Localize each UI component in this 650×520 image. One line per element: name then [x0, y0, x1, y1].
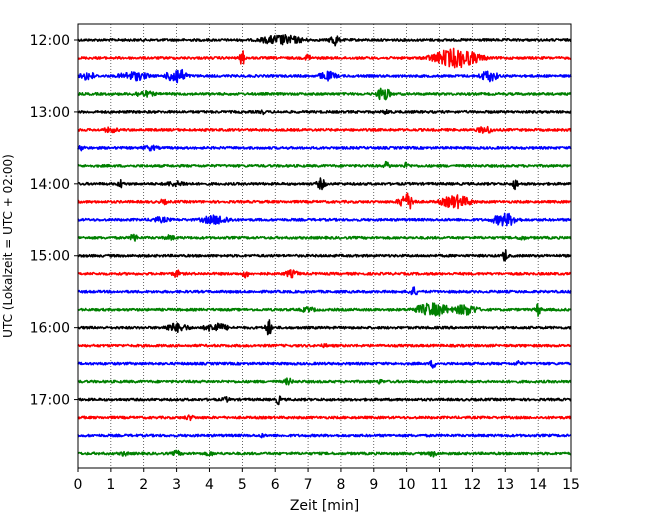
trace-line — [77, 87, 572, 101]
x-tick-label: 9 — [369, 477, 378, 493]
x-tick-label: 0 — [74, 477, 83, 493]
trace-line — [77, 269, 572, 279]
x-tick-label: 4 — [205, 477, 214, 493]
trace-line — [77, 249, 572, 262]
x-tick-label: 15 — [562, 477, 580, 493]
y-tick-label: 17:00 — [30, 393, 70, 409]
trace-line — [77, 377, 572, 386]
y-tick-label: 12:00 — [30, 33, 70, 49]
trace-line — [77, 47, 572, 69]
trace-line — [77, 34, 572, 47]
x-tick-label: 5 — [238, 477, 247, 493]
x-axis: 0 1 2 3 4 5 6 7 8 9 10 11 12 13 14 15 — [74, 468, 580, 493]
trace-line — [77, 68, 572, 84]
y-axis: 12:00 13:00 14:00 15:00 16:00 17:00 — [30, 33, 78, 409]
x-tick-label: 11 — [431, 477, 449, 493]
trace-line — [77, 432, 572, 439]
trace-line — [77, 160, 572, 169]
y-tick-label: 14:00 — [30, 177, 70, 193]
trace-line — [77, 192, 572, 210]
x-tick-label: 10 — [398, 477, 416, 493]
trace-group — [77, 34, 572, 458]
x-tick-label: 2 — [139, 477, 148, 493]
trace-line — [77, 286, 572, 296]
y-tick-label: 13:00 — [30, 105, 70, 121]
grid-lines — [110, 24, 539, 468]
trace-line — [77, 302, 572, 317]
plot-frame — [77, 23, 572, 469]
x-tick-label: 6 — [271, 477, 280, 493]
x-tick-label: 8 — [336, 477, 345, 493]
x-tick-label: 7 — [304, 477, 313, 493]
x-axis-label: Zeit [min] — [290, 498, 359, 514]
trace-line — [77, 125, 572, 134]
trace-line — [77, 449, 572, 458]
trace-line — [77, 212, 572, 227]
y-tick-label: 16:00 — [30, 321, 70, 337]
y-tick-label: 15:00 — [30, 249, 70, 265]
y-axis-label: UTC (Lokalzeit = UTC + 02:00) — [1, 154, 15, 338]
trace-line — [77, 359, 572, 369]
trace-line — [77, 343, 572, 349]
trace-line — [77, 414, 572, 422]
x-tick-label: 13 — [496, 477, 514, 493]
trace-line — [77, 109, 572, 116]
trace-line — [77, 144, 572, 152]
trace-line — [77, 233, 572, 242]
x-tick-label: 14 — [529, 477, 547, 493]
trace-line — [77, 177, 572, 191]
trace-line — [77, 319, 572, 336]
x-tick-label: 3 — [172, 477, 181, 493]
x-tick-label: 1 — [106, 477, 115, 493]
trace-line — [77, 395, 572, 406]
x-tick-label: 12 — [463, 477, 481, 493]
